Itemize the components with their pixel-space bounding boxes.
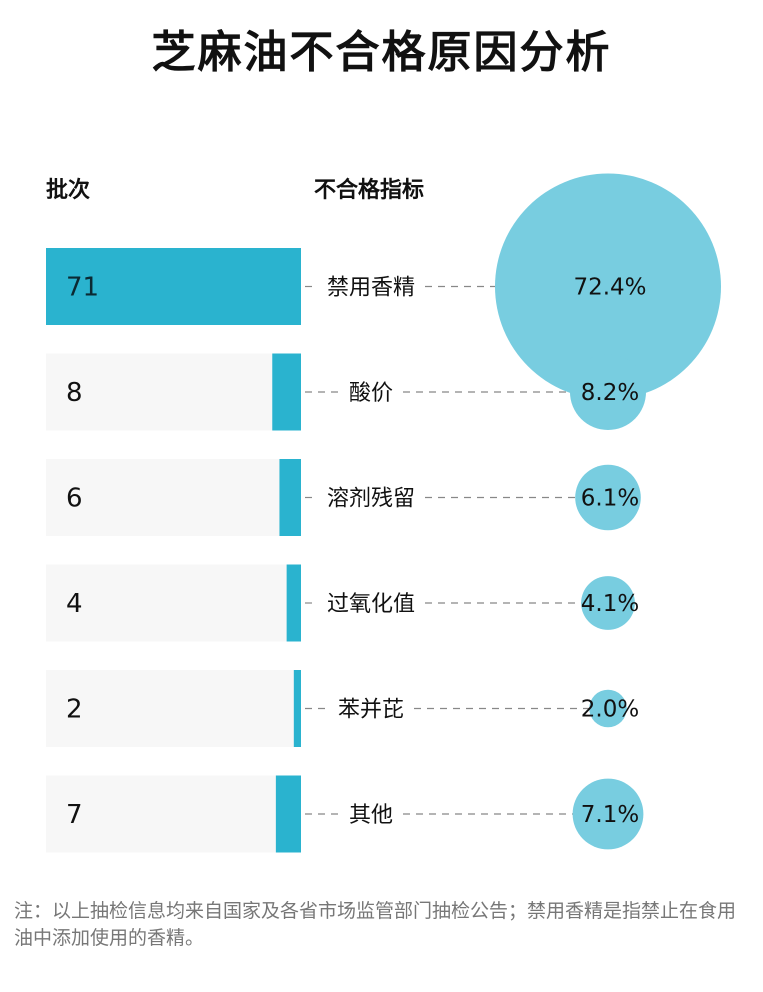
ratio-label: 7.1% [581, 802, 639, 828]
count-label: 4 [66, 589, 83, 619]
ratio-label: 4.1% [581, 591, 639, 617]
count-label: 2 [66, 695, 83, 725]
indicator-label: 溶剂残留 [327, 487, 415, 512]
ratio-label: 2.0% [581, 697, 639, 723]
footnote: 注：以上抽检信息均来自国家及各省市场监管部门抽检公告；禁用香精是指禁止在食用油中… [14, 900, 737, 949]
ratio-label: 72.4% [573, 275, 646, 301]
count-bar [46, 248, 301, 325]
header-indicator: 不合格指标 [314, 178, 425, 203]
indicator-label: 其他 [349, 803, 393, 828]
indicator-label: 禁用香精 [327, 276, 415, 301]
count-bar [279, 459, 301, 536]
ratio-bubble [495, 173, 721, 400]
bar-background [46, 670, 301, 747]
bar-background [46, 459, 301, 536]
bar-background [46, 775, 301, 853]
indicator-label: 苯并芘 [338, 698, 404, 723]
ratio-bubble [589, 689, 627, 728]
chart-title: 芝麻油不合格原因分析 [151, 27, 612, 78]
count-bar [275, 775, 301, 853]
count-label: 6 [66, 484, 83, 514]
count-label: 71 [66, 273, 99, 303]
count-bar [293, 670, 301, 747]
indicator-label: 酸价 [349, 381, 393, 406]
ratio-bubble [572, 778, 644, 850]
bar-background [46, 564, 301, 642]
indicator-label: 过氧化值 [327, 592, 415, 617]
count-label: 7 [66, 800, 83, 830]
count-label: 8 [66, 378, 83, 408]
count-bar [272, 353, 301, 431]
ratio-bubble [575, 464, 641, 531]
count-bar [286, 564, 301, 642]
header-count: 批次 [46, 178, 91, 203]
ratio-bubble [581, 576, 635, 630]
ratio-bubble [569, 353, 647, 431]
ratio-label: 6.1% [581, 486, 639, 512]
ratio-label: 8.2% [581, 380, 639, 406]
bar-background [46, 353, 301, 431]
